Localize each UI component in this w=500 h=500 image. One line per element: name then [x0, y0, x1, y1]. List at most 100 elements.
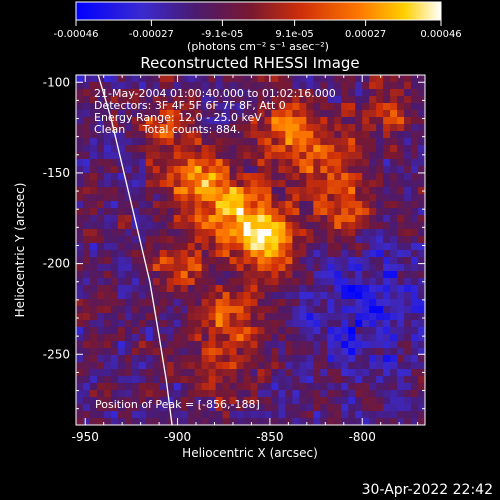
heatmap-cell — [390, 117, 398, 125]
heatmap-cell — [271, 376, 280, 384]
heatmap-cell — [145, 110, 154, 118]
heatmap-cell — [208, 208, 217, 216]
heatmap-cell — [145, 89, 154, 97]
heatmap-cell — [138, 257, 147, 265]
heatmap-cell — [173, 152, 182, 160]
heatmap-cell — [222, 236, 231, 244]
heatmap-cell — [355, 173, 363, 181]
heatmap-cell — [145, 334, 154, 342]
heatmap-cell — [278, 243, 286, 251]
heatmap-cell — [138, 355, 147, 363]
heatmap-cell — [285, 369, 293, 377]
heatmap-cell — [236, 271, 245, 279]
heatmap-cell — [404, 152, 412, 160]
heatmap-cell — [180, 369, 189, 377]
heatmap-cell — [138, 411, 147, 419]
heatmap-cell — [82, 278, 91, 286]
heatmap-cell — [96, 194, 105, 202]
heatmap-cell — [418, 152, 425, 160]
heatmap-cell — [159, 208, 168, 216]
heatmap-cell — [194, 96, 203, 104]
heatmap-cell — [243, 201, 252, 209]
heatmap-cell — [299, 229, 307, 237]
heatmap-cell — [327, 348, 335, 356]
heatmap-cell — [418, 278, 425, 286]
heatmap-cell — [355, 222, 363, 230]
heatmap-cell — [110, 369, 119, 377]
heatmap-cell — [250, 229, 259, 237]
heatmap-cell — [292, 75, 300, 83]
heatmap-cell — [117, 145, 126, 153]
heatmap-cell — [390, 159, 398, 167]
heatmap-cell — [250, 75, 259, 83]
heatmap-cell — [411, 124, 419, 132]
heatmap-cell — [320, 145, 328, 153]
heatmap-cell — [264, 327, 273, 335]
heatmap-cell — [159, 103, 168, 111]
heatmap-cell — [376, 117, 384, 125]
heatmap-cell — [418, 124, 425, 132]
heatmap-cell — [152, 383, 161, 391]
heatmap-cell — [215, 117, 224, 125]
heatmap-cell — [96, 159, 105, 167]
heatmap-cell — [187, 376, 196, 384]
heatmap-cell — [292, 236, 300, 244]
heatmap-cell — [89, 362, 98, 370]
heatmap-cell — [201, 152, 210, 160]
heatmap-cell — [110, 397, 119, 405]
heatmap-cell — [89, 383, 98, 391]
heatmap-cell — [334, 82, 342, 90]
heatmap-cell — [131, 299, 140, 307]
heatmap-cell — [292, 341, 300, 349]
heatmap-cell — [138, 362, 147, 370]
heatmap-cell — [236, 383, 245, 391]
heatmap-cell — [82, 103, 91, 111]
heatmap-cell — [187, 187, 196, 195]
heatmap-cell — [299, 362, 307, 370]
heatmap-cell — [194, 271, 203, 279]
heatmap-cell — [187, 278, 196, 286]
heatmap-cell — [411, 341, 419, 349]
heatmap-cell — [187, 327, 196, 335]
heatmap-cell — [292, 89, 300, 97]
heatmap-cell — [383, 292, 391, 300]
heatmap-cell — [341, 145, 349, 153]
heatmap-cell — [285, 264, 293, 272]
heatmap-cell — [96, 124, 105, 132]
heatmap-cell — [369, 103, 377, 111]
heatmap-cell — [404, 292, 412, 300]
heatmap-cell — [257, 341, 266, 349]
heatmap-cell — [187, 250, 196, 258]
heatmap-cell — [173, 82, 182, 90]
heatmap-cell — [82, 229, 91, 237]
heatmap-cell — [124, 411, 133, 419]
heatmap-cell — [411, 215, 419, 223]
heatmap-cell — [159, 194, 168, 202]
heatmap-cell — [222, 306, 231, 314]
heatmap-cell — [299, 187, 307, 195]
heatmap-cell — [411, 194, 419, 202]
heatmap-cell — [292, 96, 300, 104]
heatmap-cell — [110, 334, 119, 342]
heatmap-cell — [166, 278, 175, 286]
heatmap-cell — [257, 201, 266, 209]
heatmap-cell — [103, 173, 112, 181]
heatmap-cell — [306, 152, 314, 160]
heatmap-cell — [124, 264, 133, 272]
heatmap-cell — [222, 103, 231, 111]
heatmap-cell — [166, 299, 175, 307]
heatmap-cell — [362, 320, 370, 328]
heatmap-cell — [376, 145, 384, 153]
heatmap-cell — [82, 411, 91, 419]
heatmap-cell — [145, 236, 154, 244]
heatmap-cell — [411, 173, 419, 181]
heatmap-cell — [138, 96, 147, 104]
heatmap-cell — [411, 257, 419, 265]
heatmap-cell — [320, 341, 328, 349]
heatmap-cell — [187, 264, 196, 272]
heatmap-cell — [404, 124, 412, 132]
heatmap-cell — [96, 173, 105, 181]
heatmap-cell — [334, 383, 342, 391]
heatmap-cell — [355, 110, 363, 118]
heatmap-cell — [397, 257, 405, 265]
